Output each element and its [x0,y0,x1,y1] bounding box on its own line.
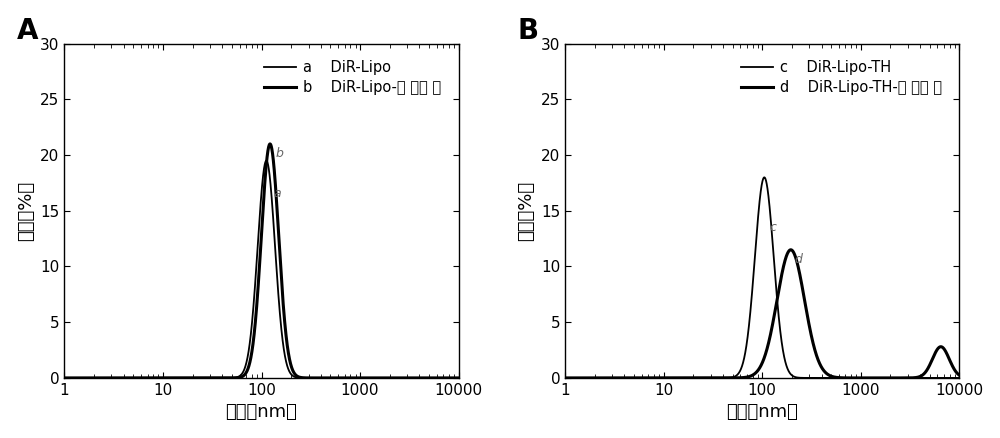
Text: A: A [17,17,39,45]
Y-axis label: 强度（%）: 强度（%） [17,181,35,241]
Text: a: a [273,187,281,201]
Legend: a    DiR-Lipo, b    DiR-Lipo-两 个月 后: a DiR-Lipo, b DiR-Lipo-两 个月 后 [258,54,447,101]
Text: b: b [275,147,283,160]
Text: d: d [794,253,802,266]
Text: c: c [769,221,776,234]
Legend: c    DiR-Lipo-TH, d    DiR-Lipo-TH-两 个月 后: c DiR-Lipo-TH, d DiR-Lipo-TH-两 个月 后 [735,54,948,101]
X-axis label: 粒径（nm）: 粒径（nm） [726,403,798,421]
Y-axis label: 强度（%）: 强度（%） [517,181,535,241]
Text: B: B [518,17,539,45]
X-axis label: 粒径（nm）: 粒径（nm） [226,403,297,421]
